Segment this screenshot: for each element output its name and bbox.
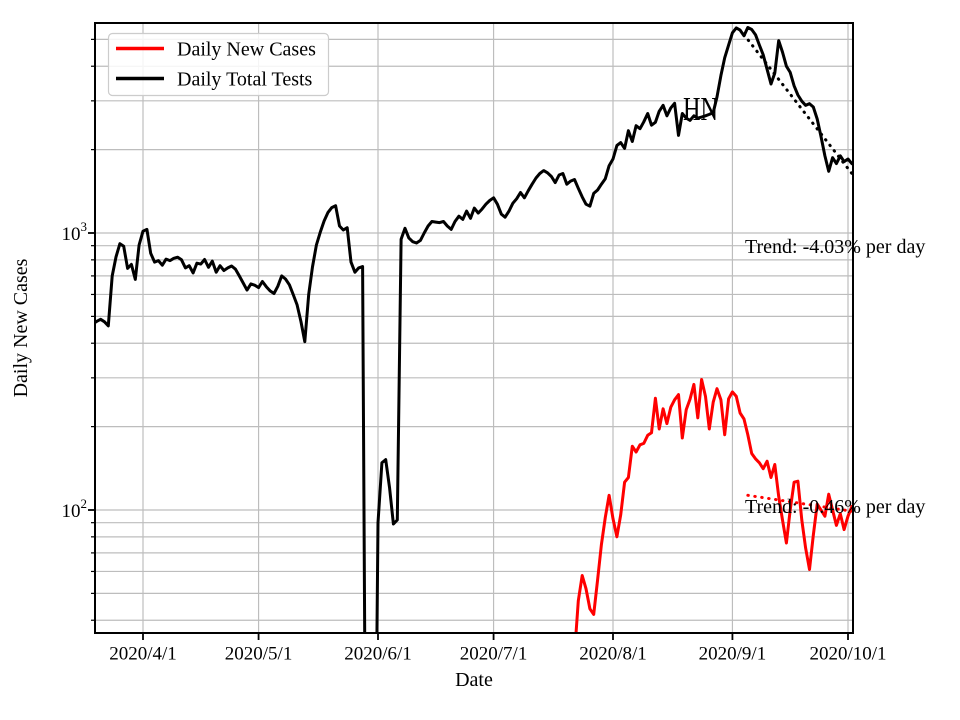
- cases-trend-annotation: Trend: -0.46% per day: [745, 496, 925, 518]
- y-axis-label: Daily New Cases: [10, 258, 32, 397]
- x-tick-label: 2020/10/1: [809, 644, 886, 665]
- tests-trend-annotation: Trend: -4.03% per day: [745, 236, 925, 258]
- x-tick-label: 2020/6/1: [344, 644, 412, 665]
- x-axis-label: Date: [455, 669, 493, 691]
- series-line-daily-total-tests: [95, 26, 853, 633]
- x-tick-label: 2020/8/1: [579, 644, 647, 665]
- plot-border: [94, 22, 854, 634]
- axes-frame: [94, 22, 854, 634]
- x-tick-label: 2020/5/1: [225, 644, 293, 665]
- x-tick-label: 2020/7/1: [460, 644, 528, 665]
- grid-lines: [95, 23, 853, 633]
- x-tick-label: 2020/9/1: [699, 644, 767, 665]
- tick-labels: 2020/4/1 2020/5/1 2020/6/1 2020/7/1 2020/8/1…: [62, 219, 887, 665]
- legend: Daily New Cases Daily Total Tests: [107, 32, 330, 97]
- legend-label-cases: Daily New Cases: [177, 39, 316, 61]
- legend-label-tests: Daily Total Tests: [177, 69, 313, 91]
- y-tick-label: 102: [62, 496, 88, 522]
- data-series-layer: [95, 26, 853, 633]
- x-tick-label: 2020/4/1: [109, 644, 177, 665]
- axis-ticks: [88, 38, 849, 640]
- series-line-daily-new-cases: [574, 378, 853, 633]
- hn-annotation: HN: [683, 91, 718, 128]
- y-tick-label: 103: [62, 219, 88, 245]
- tests-trend-dotted-line: [742, 33, 853, 175]
- trend-lines-layer: [742, 33, 853, 513]
